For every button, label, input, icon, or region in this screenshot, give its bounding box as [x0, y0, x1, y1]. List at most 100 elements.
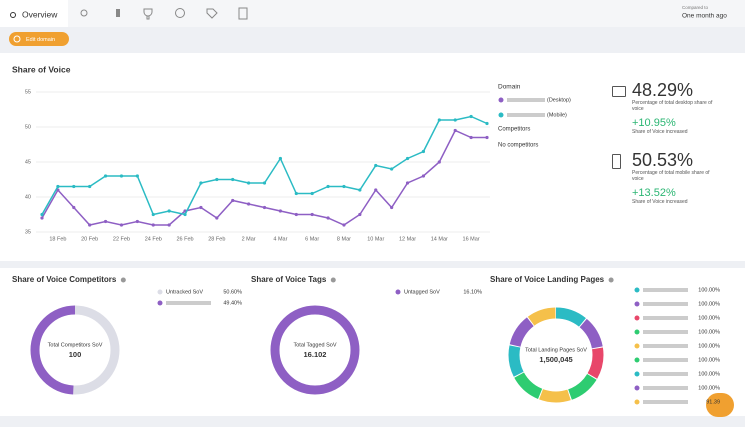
x-tick-label: 22 Feb	[113, 236, 130, 242]
x-tick-label: 12 Mar	[399, 236, 416, 242]
point	[453, 128, 457, 133]
legend-swatch	[157, 289, 163, 295]
legend-swatch	[157, 300, 163, 306]
point	[342, 184, 346, 189]
top-bar	[0, 0, 745, 27]
legend-swatch	[634, 343, 640, 349]
point	[119, 223, 124, 227]
x-tick-label: 26 Feb	[176, 236, 193, 242]
legend-label: (Desktop)	[547, 97, 571, 103]
point	[88, 223, 92, 227]
target-icon[interactable]	[175, 8, 185, 18]
legend-value: 49.40%	[223, 300, 242, 306]
desktop-icon	[612, 86, 626, 97]
legend-value: 100.00%	[698, 385, 720, 391]
point	[215, 177, 219, 182]
chat-button[interactable]	[706, 393, 734, 417]
tab-icon[interactable]	[116, 9, 120, 17]
point	[262, 205, 267, 210]
legend-value: 100.00%	[698, 357, 720, 363]
point	[437, 118, 441, 122]
center-label: Total Competitors SoV	[48, 342, 103, 348]
tab-icon	[10, 12, 16, 18]
point	[40, 216, 44, 220]
x-tick-label: 18 Feb	[49, 236, 66, 242]
point	[247, 181, 251, 185]
legend-swatch	[498, 112, 504, 118]
search-icon[interactable]	[80, 9, 88, 17]
legend-swatch	[634, 399, 640, 405]
trophy-icon[interactable]	[143, 8, 153, 20]
legend-swatch	[634, 329, 640, 335]
point	[469, 135, 473, 140]
tag-icon[interactable]	[206, 8, 218, 19]
stat-mobile: 50.53% Percentage of total mobile share …	[612, 150, 722, 220]
redacted-name	[507, 113, 545, 117]
legend-value: 100.00%	[698, 343, 720, 349]
point	[326, 216, 330, 220]
point	[294, 191, 298, 196]
point	[310, 212, 314, 217]
redacted-name	[643, 386, 688, 390]
center-value: 100	[69, 350, 82, 359]
donut-segment	[508, 307, 604, 403]
tab-label[interactable]: Overview	[22, 9, 58, 19]
edit-button-label[interactable]: Edit domain	[26, 37, 55, 43]
legend-swatch	[634, 287, 640, 293]
button-icon	[13, 35, 21, 43]
x-tick-label: 16 Mar	[463, 236, 480, 242]
section-title: Share of Voice Tags	[251, 275, 327, 284]
point	[135, 219, 139, 224]
point	[167, 223, 171, 227]
doc-icon[interactable]	[238, 7, 248, 20]
legend-swatch	[395, 289, 401, 295]
point	[326, 184, 330, 189]
point	[453, 118, 457, 122]
donut-segment	[30, 305, 120, 395]
point	[231, 198, 235, 203]
stat-desktop: 48.29% Percentage of total desktop share…	[612, 80, 722, 150]
point	[374, 163, 378, 168]
point	[56, 184, 60, 189]
donut-segment	[508, 307, 604, 403]
edit-button[interactable]	[9, 32, 69, 46]
point	[421, 174, 426, 178]
compared-value[interactable]: One month ago	[682, 13, 727, 20]
point	[215, 216, 219, 220]
point	[342, 223, 346, 227]
redacted-name	[643, 330, 688, 334]
stat-value: 48.29%	[632, 80, 694, 100]
card	[0, 268, 745, 416]
legend-label: (Mobile)	[547, 112, 567, 118]
point	[151, 223, 155, 227]
point	[278, 156, 282, 161]
point	[231, 177, 235, 182]
legend-value: 100.00%	[698, 315, 720, 321]
point	[135, 174, 139, 178]
point	[199, 205, 203, 210]
help-icon	[330, 277, 336, 283]
point	[358, 188, 362, 192]
x-tick-label: 4 Mar	[273, 236, 287, 242]
legend-swatch	[634, 371, 640, 377]
legend-value: 100.00%	[698, 371, 720, 377]
legend-value: 100.00%	[698, 287, 720, 293]
legend-swatch	[634, 301, 640, 307]
redacted-name	[643, 288, 688, 292]
point	[199, 181, 203, 185]
point	[437, 160, 441, 164]
point	[390, 167, 394, 171]
point	[119, 174, 124, 178]
point	[72, 205, 76, 210]
point	[469, 114, 473, 119]
y-tick-label: 50	[25, 124, 31, 130]
point	[405, 181, 410, 185]
legend-value: 100.00%	[698, 301, 720, 307]
x-tick-label: 24 Feb	[145, 236, 162, 242]
legend-title: Domain	[498, 84, 521, 91]
donut-segment	[508, 307, 604, 403]
point	[167, 209, 171, 213]
center-value: 16.102	[304, 350, 327, 359]
redacted-name	[507, 98, 545, 102]
